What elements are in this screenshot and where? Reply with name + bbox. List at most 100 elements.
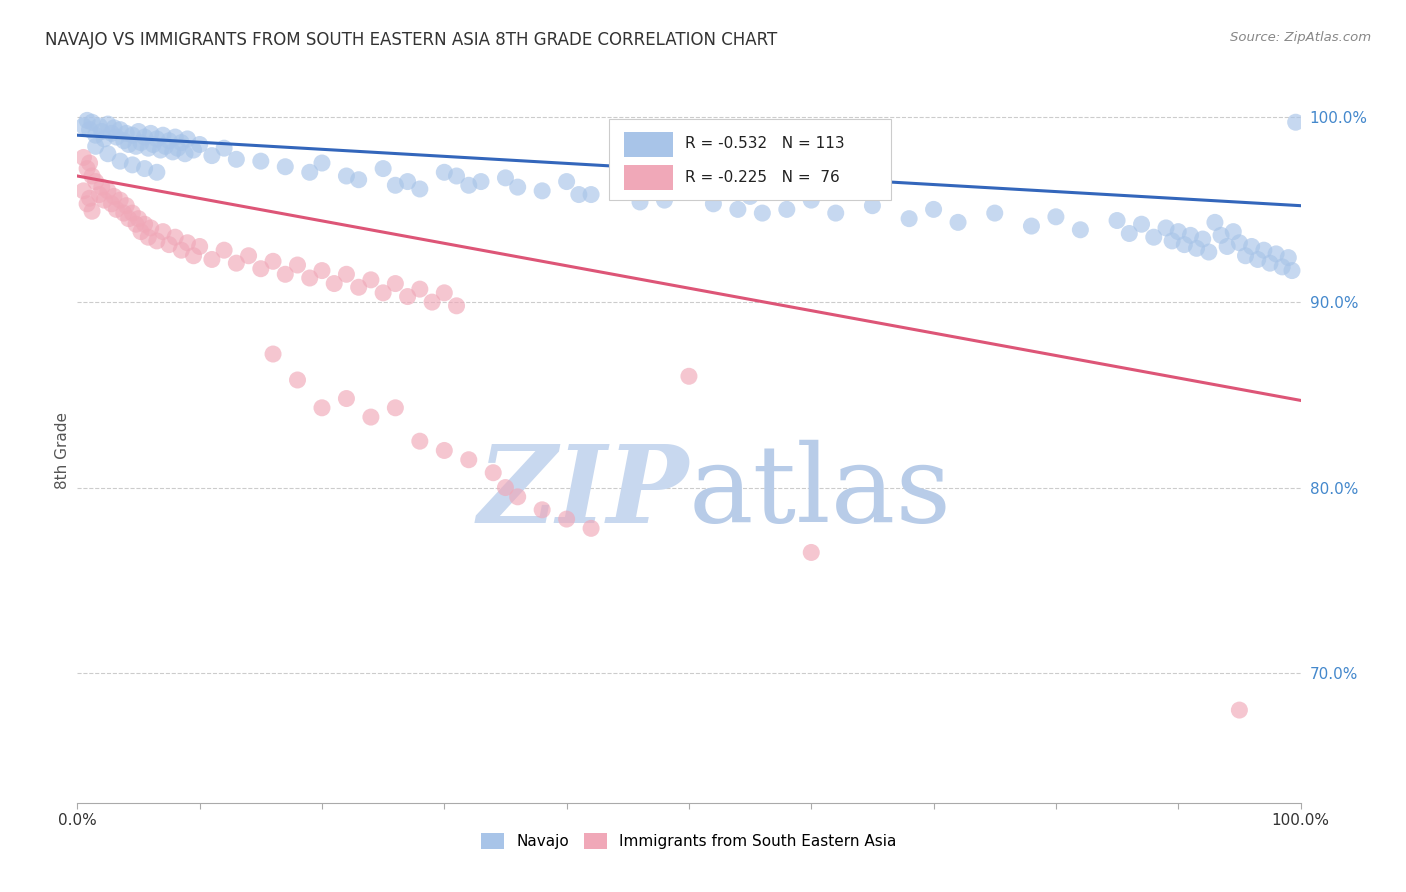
Point [311, 263, 333, 277]
Point [97, 117, 120, 131]
Point [84, 175, 107, 189]
Text: NAVAJO VS IMMIGRANTS FROM SOUTH EASTERN ASIA 8TH GRADE CORRELATION CHART: NAVAJO VS IMMIGRANTS FROM SOUTH EASTERN … [45, 31, 778, 49]
Point [115, 126, 138, 140]
Point [311, 401, 333, 415]
Point [800, 193, 823, 207]
Point [183, 143, 205, 157]
Point [170, 136, 193, 150]
Point [1229, 235, 1251, 250]
FancyBboxPatch shape [609, 120, 891, 201]
Point [1209, 228, 1232, 243]
Point [360, 273, 382, 287]
Point [162, 145, 184, 159]
Text: atlas: atlas [689, 440, 952, 545]
Point [274, 160, 297, 174]
Point [72, 184, 94, 198]
Point [1204, 215, 1226, 229]
Point [80, 169, 103, 183]
Point [72, 151, 94, 165]
Point [76, 113, 98, 128]
Point [298, 165, 321, 179]
Point [212, 243, 235, 257]
Point [1216, 239, 1239, 253]
Point [127, 124, 149, 138]
Point [579, 521, 602, 535]
Point [174, 146, 197, 161]
Point [702, 196, 724, 211]
Point [287, 373, 309, 387]
Point [371, 285, 394, 300]
Point [409, 434, 432, 449]
Point [146, 132, 169, 146]
Point [482, 466, 505, 480]
Point [678, 184, 700, 198]
Point [176, 235, 198, 250]
Point [84, 128, 107, 143]
Point [654, 193, 676, 207]
Point [165, 130, 187, 145]
Text: R = -0.532   N = 113: R = -0.532 N = 113 [685, 136, 845, 152]
Point [628, 194, 651, 209]
Point [946, 215, 969, 229]
Point [1180, 228, 1202, 243]
Point [100, 126, 122, 140]
Point [115, 199, 138, 213]
Point [1229, 703, 1251, 717]
Point [420, 295, 443, 310]
Point [311, 156, 333, 170]
Point [740, 189, 762, 203]
Point [495, 481, 517, 495]
Point [1045, 210, 1067, 224]
Y-axis label: 8th Grade: 8th Grade [55, 412, 70, 489]
Point [433, 165, 456, 179]
Point [1130, 217, 1153, 231]
Point [1185, 241, 1208, 255]
Point [152, 225, 174, 239]
Point [125, 217, 148, 231]
Point [446, 299, 468, 313]
Point [79, 191, 101, 205]
Point [166, 141, 188, 155]
Point [1247, 252, 1270, 267]
Point [360, 410, 382, 425]
Point [212, 141, 235, 155]
Point [118, 211, 141, 226]
Point [1167, 225, 1189, 239]
Point [90, 180, 112, 194]
Point [108, 193, 131, 207]
Point [134, 217, 156, 231]
Point [323, 277, 346, 291]
Point [188, 137, 211, 152]
Point [93, 193, 115, 207]
Point [347, 172, 370, 186]
Point [139, 221, 162, 235]
Point [225, 153, 247, 167]
Point [1253, 243, 1275, 257]
Point [136, 141, 159, 155]
Point [152, 128, 174, 143]
Point [134, 130, 156, 145]
Point [984, 206, 1007, 220]
Point [506, 180, 529, 194]
Point [201, 252, 224, 267]
Point [555, 512, 578, 526]
Point [157, 134, 180, 148]
Point [1281, 263, 1303, 277]
Point [470, 175, 492, 189]
Point [72, 119, 94, 133]
Point [1198, 245, 1220, 260]
Point [1240, 239, 1263, 253]
Point [1265, 247, 1288, 261]
Point [157, 237, 180, 252]
Point [409, 182, 432, 196]
Point [898, 211, 921, 226]
Point [129, 136, 152, 150]
Point [121, 206, 143, 220]
Point [433, 285, 456, 300]
Point [531, 503, 554, 517]
Point [89, 119, 111, 133]
Point [751, 206, 773, 220]
Point [446, 169, 468, 183]
Point [125, 139, 148, 153]
Point [298, 271, 321, 285]
